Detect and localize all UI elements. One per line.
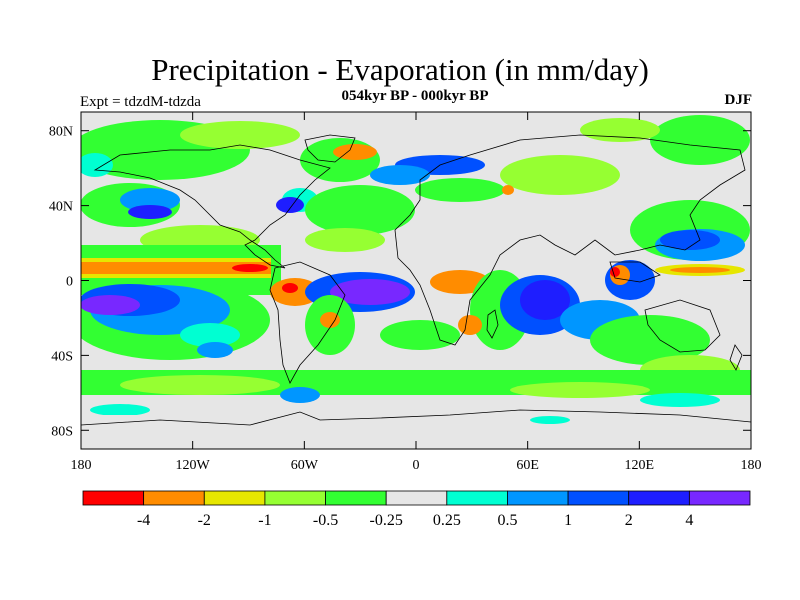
lat-tick-label: 40S bbox=[51, 349, 73, 364]
coastline-indonesia bbox=[609, 261, 661, 283]
coastlines bbox=[81, 134, 751, 426]
anomaly-region bbox=[502, 185, 514, 195]
anomaly-region bbox=[650, 115, 750, 165]
legend-label: -2 bbox=[198, 512, 211, 529]
anomaly-field bbox=[81, 115, 751, 449]
anomaly-region bbox=[370, 165, 430, 185]
anomaly-region bbox=[510, 382, 650, 398]
legend-label: 4 bbox=[685, 512, 693, 529]
anomaly-region bbox=[320, 312, 340, 328]
lat-tick-label: 80S bbox=[51, 424, 73, 439]
legend-label: 1 bbox=[564, 512, 572, 529]
legend-label: -0.25 bbox=[370, 512, 403, 529]
legend-swatch bbox=[567, 490, 630, 506]
anomaly-region bbox=[120, 188, 180, 212]
lon-tick-label: 60W bbox=[291, 458, 319, 473]
anomaly-region bbox=[120, 375, 280, 395]
season-label: DJF bbox=[724, 92, 753, 108]
anomaly-region bbox=[415, 178, 505, 202]
anomaly-region bbox=[180, 323, 240, 347]
anomaly-region bbox=[380, 320, 460, 350]
anomaly-region bbox=[305, 185, 415, 235]
anomaly-region bbox=[128, 205, 172, 219]
coastline-new-zealand bbox=[729, 344, 743, 371]
anomaly-region bbox=[276, 197, 304, 213]
legend-swatch bbox=[264, 490, 326, 506]
legend-boxes bbox=[82, 490, 751, 506]
legend-labels: -4 -2 -1 -0.5 -0.25 0.25 0.5 1 2 4 bbox=[137, 512, 693, 529]
anomaly-region bbox=[270, 278, 320, 306]
legend-swatch bbox=[446, 490, 508, 506]
legend-swatch bbox=[507, 490, 569, 506]
anomaly-region bbox=[180, 121, 300, 149]
anomaly-region bbox=[530, 416, 570, 424]
lon-tick-label: 120W bbox=[176, 458, 211, 473]
anomaly-region bbox=[330, 279, 410, 305]
anomaly-region bbox=[590, 315, 710, 365]
anomaly-region bbox=[197, 342, 233, 358]
legend-swatch bbox=[688, 490, 751, 506]
legend-swatch bbox=[325, 490, 387, 506]
coastline-north-america bbox=[93, 144, 331, 269]
chart-title: Precipitation - Evaporation (in mm/day) bbox=[151, 52, 649, 87]
anomaly-region bbox=[333, 144, 377, 160]
legend-label: 2 bbox=[625, 512, 633, 529]
anomaly-region bbox=[90, 404, 150, 416]
anomaly-region bbox=[280, 387, 320, 403]
coastline-australia bbox=[644, 299, 721, 353]
legend-swatch bbox=[203, 490, 266, 506]
coastline-greenland bbox=[304, 134, 356, 163]
coastline-madagascar bbox=[486, 309, 499, 339]
lon-tick-label: 180 bbox=[71, 458, 92, 473]
legend-label: -1 bbox=[258, 512, 271, 529]
anomaly-region bbox=[81, 262, 271, 274]
lon-tick-label: 180 bbox=[741, 458, 762, 473]
legend-label: -0.5 bbox=[313, 512, 338, 529]
legend-swatch bbox=[82, 490, 145, 506]
legend-label: -4 bbox=[137, 512, 150, 529]
legend-label: 0.25 bbox=[433, 512, 461, 529]
lon-tick-label: 60E bbox=[516, 458, 539, 473]
coastline-africa-eurasia bbox=[394, 134, 746, 346]
anomaly-region bbox=[305, 228, 385, 252]
lon-tick-label: 120E bbox=[625, 458, 655, 473]
anomaly-region bbox=[81, 295, 140, 315]
anomaly-region bbox=[640, 393, 720, 407]
coastline-antarctica bbox=[81, 409, 751, 426]
map-axes: 80N 40N 0 40S 80S 180 120W 60W 0 60E 120E 180 bbox=[49, 112, 762, 473]
lon-tick-label: 0 bbox=[413, 458, 420, 473]
anomaly-region bbox=[660, 230, 720, 250]
anomaly-region bbox=[520, 280, 570, 320]
lat-tick-label: 80N bbox=[49, 125, 73, 140]
anomaly-region bbox=[232, 264, 268, 272]
coastline-south-america bbox=[269, 261, 346, 384]
lat-tick-label: 40N bbox=[49, 200, 73, 215]
map-plot-area bbox=[81, 112, 751, 449]
chart-subtitle: 054kyr BP - 000kyr BP bbox=[341, 88, 489, 104]
legend-swatch bbox=[628, 490, 690, 506]
anomaly-region bbox=[282, 283, 298, 293]
legend-swatch bbox=[385, 490, 448, 506]
lat-tick-label: 0 bbox=[66, 275, 73, 290]
experiment-label: Expt = tdzdM-tdzda bbox=[80, 94, 201, 110]
anomaly-region bbox=[670, 267, 730, 273]
anomaly-region bbox=[458, 315, 482, 335]
anomaly-region bbox=[500, 155, 620, 195]
legend-label: 0.5 bbox=[497, 512, 517, 529]
legend-swatch bbox=[143, 490, 205, 506]
